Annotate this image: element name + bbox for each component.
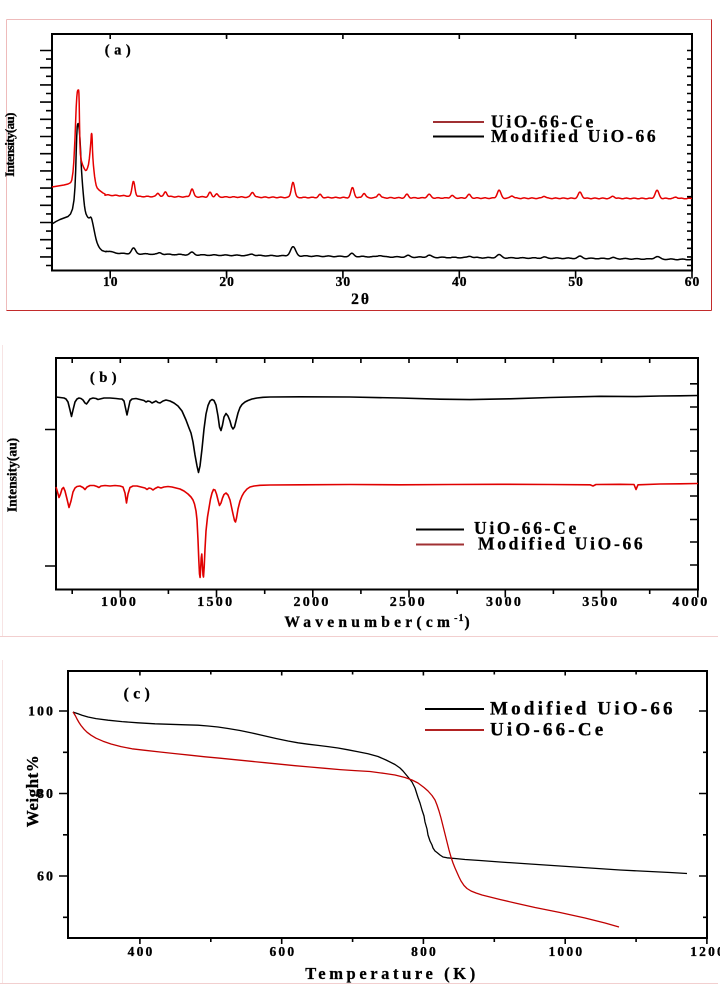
svg-text:1000: 1000 (101, 595, 138, 610)
svg-text:Intensity(au): Intensity(au) (2, 113, 17, 177)
svg-text:Modified UiO-66: Modified UiO-66 (478, 534, 645, 554)
svg-text:Intensity(au): Intensity(au) (5, 438, 20, 512)
svg-text:10: 10 (103, 274, 119, 289)
svg-text:60: 60 (685, 274, 701, 289)
svg-text:4000: 4000 (672, 595, 709, 610)
svg-text:Wavenumber(cm-1): Wavenumber(cm-1) (284, 613, 469, 631)
svg-text:3000: 3000 (486, 595, 523, 610)
svg-text:1000: 1000 (548, 944, 584, 959)
svg-text:30: 30 (336, 274, 352, 289)
svg-text:60: 60 (37, 870, 55, 885)
svg-text:40: 40 (452, 274, 468, 289)
svg-text:Weight%: Weight% (23, 755, 42, 827)
svg-text:UiO-66-Ce: UiO-66-Ce (491, 112, 596, 132)
svg-text:50: 50 (568, 274, 584, 289)
svg-text:1500: 1500 (197, 595, 234, 610)
svg-text:400: 400 (128, 944, 155, 959)
svg-text:Modified UiO-66: Modified UiO-66 (490, 699, 676, 720)
svg-text:2500: 2500 (390, 595, 427, 610)
svg-text:1200: 1200 (690, 944, 720, 959)
svg-text:80: 80 (37, 787, 55, 802)
svg-text:(c): (c) (124, 686, 155, 703)
svg-text:UiO-66-Ce: UiO-66-Ce (474, 518, 579, 538)
svg-text:(a): (a) (105, 43, 135, 59)
svg-text:(b): (b) (90, 370, 121, 386)
svg-text:UiO-66-Ce: UiO-66-Ce (490, 720, 606, 741)
svg-text:2000: 2000 (293, 595, 330, 610)
svg-text:Modified UiO-66: Modified UiO-66 (491, 126, 658, 146)
svg-text:100: 100 (28, 705, 55, 720)
svg-text:3500: 3500 (582, 595, 619, 610)
svg-text:600: 600 (269, 944, 296, 959)
svg-text:800: 800 (411, 944, 438, 959)
svg-text:20: 20 (219, 274, 235, 289)
svg-text:Temperature (K): Temperature (K) (305, 964, 479, 983)
svg-text:2θ: 2θ (351, 291, 371, 308)
